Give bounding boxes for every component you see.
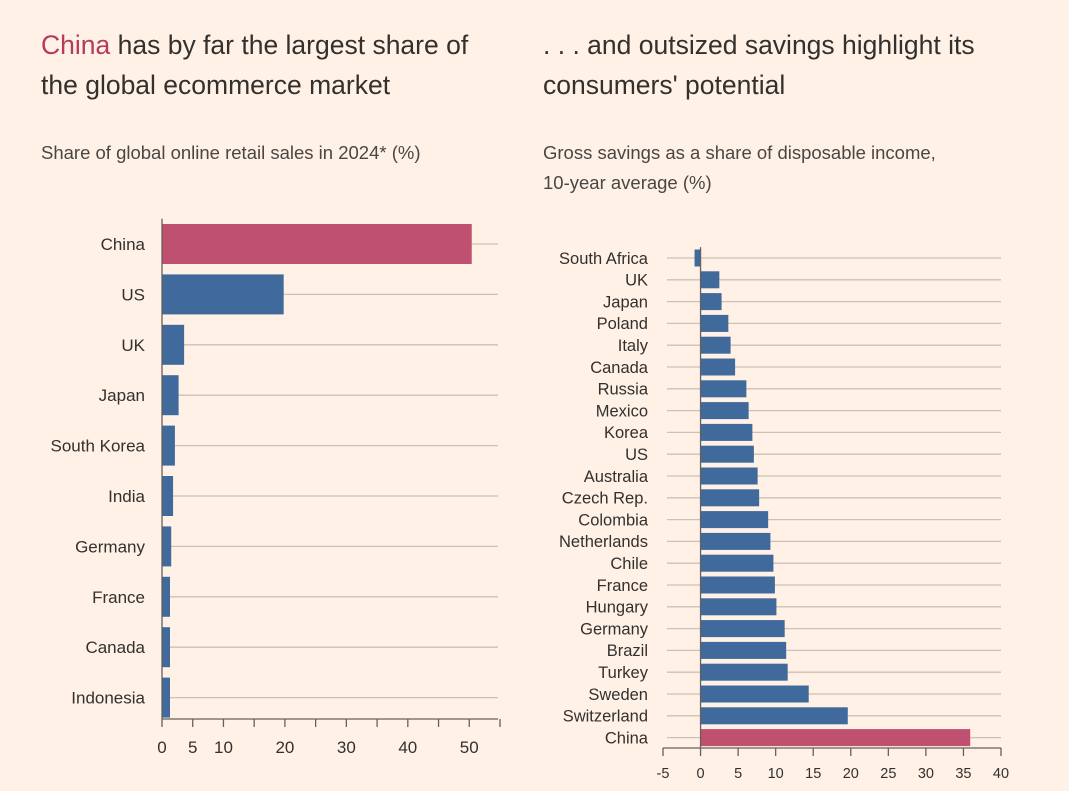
bar-switzerland [700, 707, 848, 725]
ecommerce-share-bar-chart: China US UK Japan South Korea India Germany Fra… [50, 218, 501, 757]
left-chart-title: China has by far the largest share of th… [41, 25, 511, 105]
x-tick-label: 10 [214, 738, 233, 757]
bar-germany [700, 620, 785, 638]
bar-us [162, 274, 284, 315]
bar-china [700, 729, 971, 747]
x-tick-label: 20 [843, 766, 859, 782]
category-label-uk: UK [625, 272, 648, 290]
category-label-italy: Italy [618, 337, 649, 355]
bar-canada [700, 358, 736, 376]
bar-russia [700, 380, 747, 398]
bar-sweden [700, 685, 809, 703]
right-chart-title: . . . and outsized savings highlight its… [543, 30, 975, 100]
x-tick-label: 15 [805, 766, 821, 782]
category-label-hungary: Hungary [586, 599, 649, 617]
bar-canada [162, 627, 170, 668]
bar-italy [700, 336, 731, 354]
category-label-france: France [92, 588, 145, 607]
bar-india [162, 476, 174, 516]
category-label-us: US [625, 446, 648, 464]
x-tick-label: 20 [275, 738, 294, 757]
bar-france [162, 576, 170, 617]
category-label-brazil: Brazil [607, 642, 648, 660]
left-chart-panel: China has by far the largest share of th… [0, 0, 520, 791]
x-tick-label: 30 [337, 738, 356, 757]
bar-china [162, 224, 472, 264]
category-label-canada: Canada [85, 638, 145, 657]
category-label-mexico: Mexico [596, 402, 648, 420]
category-label-germany: Germany [75, 537, 145, 556]
bar-indonesia [162, 677, 170, 718]
x-tick-label: 30 [918, 766, 934, 782]
bar-chile [700, 554, 774, 572]
x-tick-label: 10 [768, 766, 784, 782]
bar-poland [700, 314, 729, 332]
bar-south-africa [694, 249, 701, 267]
category-label-south-africa: South Africa [559, 250, 649, 268]
title-highlight: China [41, 30, 111, 60]
bar-australia [700, 467, 758, 485]
category-label-colombia: Colombia [578, 511, 649, 529]
right-chart-subtitle: Gross savings as a share of disposable i… [543, 138, 1063, 198]
category-label-czech-rep: Czech Rep. [562, 490, 648, 508]
category-label-uk: UK [121, 336, 145, 355]
bar-uk [162, 324, 185, 365]
bar-mexico [700, 402, 749, 420]
left-chart-subtitle: Share of global online retail sales in 2… [41, 142, 421, 163]
bar-korea [700, 423, 753, 441]
category-label-indonesia: Indonesia [71, 689, 145, 708]
category-label-chile: Chile [610, 555, 648, 573]
bar-germany [162, 526, 172, 567]
bar-uk [700, 271, 720, 289]
x-tick-label: 0 [697, 766, 705, 782]
x-tick-label: 5 [188, 738, 197, 757]
category-label-sweden: Sweden [588, 686, 648, 704]
category-label-south-korea: South Korea [50, 437, 145, 456]
bar-japan [700, 293, 722, 311]
category-label-france: France [597, 577, 648, 595]
x-tick-label: 35 [955, 766, 971, 782]
x-tick-label: 40 [993, 766, 1009, 782]
category-label-russia: Russia [598, 381, 649, 399]
x-tick-label: 40 [398, 738, 417, 757]
right-chart-panel: . . . and outsized savings highlight its… [520, 0, 1069, 791]
savings-rate-bar-chart: South Africa UK Japan Poland Italy Canada Russ… [559, 247, 1009, 782]
bar-colombia [700, 511, 769, 529]
category-label-switzerland: Switzerland [563, 708, 648, 726]
category-label-poland: Poland [597, 315, 648, 333]
category-label-india: India [108, 487, 145, 506]
subtitle-line-2: 10-year average (%) [543, 172, 712, 193]
bar-france [700, 576, 775, 594]
category-label-turkey: Turkey [598, 664, 649, 682]
category-label-korea: Korea [604, 424, 649, 442]
bar-hungary [700, 598, 777, 616]
bar-japan [162, 375, 179, 416]
x-tick-label: 50 [460, 738, 479, 757]
x-tick-label: -5 [657, 766, 670, 782]
x-tick-label: 0 [157, 738, 166, 757]
subtitle-line-1: Gross savings as a share of disposable i… [543, 142, 936, 163]
category-label-china: China [101, 235, 146, 254]
category-label-japan: Japan [99, 386, 145, 405]
title-rest: has by far the largest share of the glob… [41, 30, 469, 100]
bar-czech-rep [700, 489, 760, 507]
category-label-us: US [121, 285, 145, 304]
bar-brazil [700, 641, 787, 659]
bar-turkey [700, 663, 788, 681]
x-tick-label: 25 [880, 766, 896, 782]
category-label-germany: Germany [580, 620, 649, 638]
x-tick-label: 5 [734, 766, 742, 782]
bar-us [700, 445, 754, 463]
category-label-canada: Canada [590, 359, 649, 377]
category-label-japan: Japan [603, 293, 648, 311]
category-label-china: China [605, 729, 649, 747]
bar-south-korea [162, 425, 175, 466]
category-label-australia: Australia [584, 468, 649, 486]
bar-netherlands [700, 532, 771, 550]
category-label-netherlands: Netherlands [559, 533, 648, 551]
